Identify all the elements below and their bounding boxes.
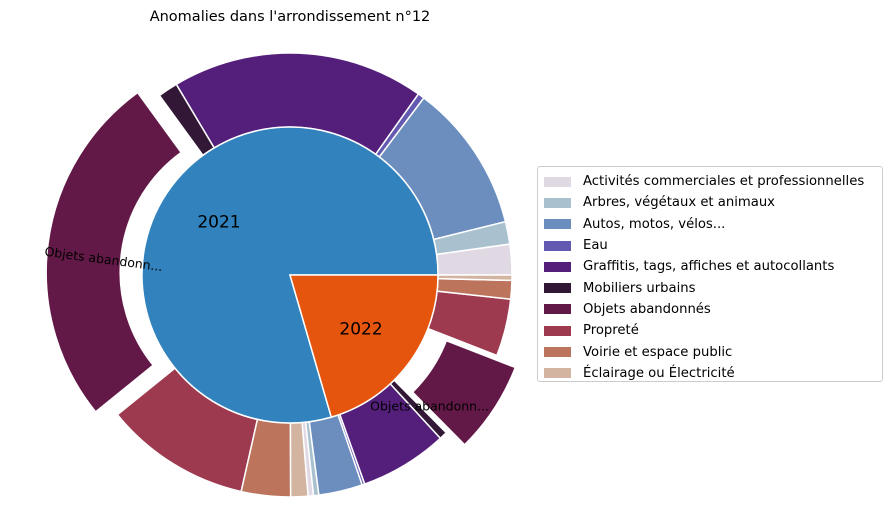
legend-swatch xyxy=(544,304,571,315)
legend-item-arbres-vegetaux-et-animaux: Arbres, végétaux et animaux xyxy=(544,192,876,213)
legend-swatch xyxy=(544,325,571,336)
legend-item-activites-commerciales-et-professionnelles: Activités commerciales et professionnell… xyxy=(544,171,876,192)
inner-wedge-label: 2022 xyxy=(339,319,382,339)
legend-label: Mobiliers urbains xyxy=(583,280,696,296)
outer-wedge-2022-proprete xyxy=(426,290,512,357)
outer-wedge-2022-eclairage-ou-electricite xyxy=(437,274,513,282)
legend-swatch xyxy=(544,219,571,230)
inner-wedge-2022 xyxy=(289,274,439,419)
legend-label: Autos, motos, vélos... xyxy=(583,216,726,232)
legend-swatch xyxy=(544,347,571,358)
legend-swatch xyxy=(544,176,571,187)
legend-label: Arbres, végétaux et animaux xyxy=(583,195,775,211)
legend-swatch xyxy=(544,283,571,294)
legend-item-eau: Eau xyxy=(544,235,876,256)
legend: Activités commerciales et professionnell… xyxy=(537,166,883,382)
legend-item-mobiliers-urbains: Mobiliers urbains xyxy=(544,277,876,298)
legend-swatch xyxy=(544,368,571,379)
outer-wedge-label: Objets abandonn... xyxy=(370,398,489,413)
legend-label: Eau xyxy=(583,238,608,254)
legend-item-eclairage-ou-electricite: Éclairage ou Électricité xyxy=(544,363,876,384)
legend-label: Voirie et espace public xyxy=(583,344,733,360)
legend-item-objets-abandonnes: Objets abandonnés xyxy=(544,299,876,320)
outer-ring xyxy=(45,52,517,498)
legend-item-graffitis-tags-affiches-et-autocollants: Graffitis, tags, affiches et autocollant… xyxy=(544,256,876,277)
legend-label: Propreté xyxy=(583,323,639,339)
inner-pie xyxy=(141,126,439,424)
legend-label: Objets abandonnés xyxy=(583,301,711,317)
outer-wedge-2021-objets-abandonnes xyxy=(45,91,183,413)
legend-label: Graffitis, tags, affiches et autocollant… xyxy=(583,259,835,275)
legend-swatch xyxy=(544,197,571,208)
legend-swatch xyxy=(544,261,571,272)
inner-wedge-label: 2021 xyxy=(197,213,240,233)
legend-item-voirie-et-espace-public: Voirie et espace public xyxy=(544,341,876,362)
legend-item-proprete: Propreté xyxy=(544,320,876,341)
legend-swatch xyxy=(544,240,571,251)
legend-label: Éclairage ou Électricité xyxy=(583,365,735,381)
legend-item-autos-motos-velos: Autos, motos, vélos... xyxy=(544,214,876,235)
legend-label: Activités commerciales et professionnell… xyxy=(583,174,865,190)
outer-wedge-2022-objets-abandonnes xyxy=(411,339,517,446)
chart-title: Anomalies dans l'arrondissement n°12 xyxy=(150,9,431,25)
